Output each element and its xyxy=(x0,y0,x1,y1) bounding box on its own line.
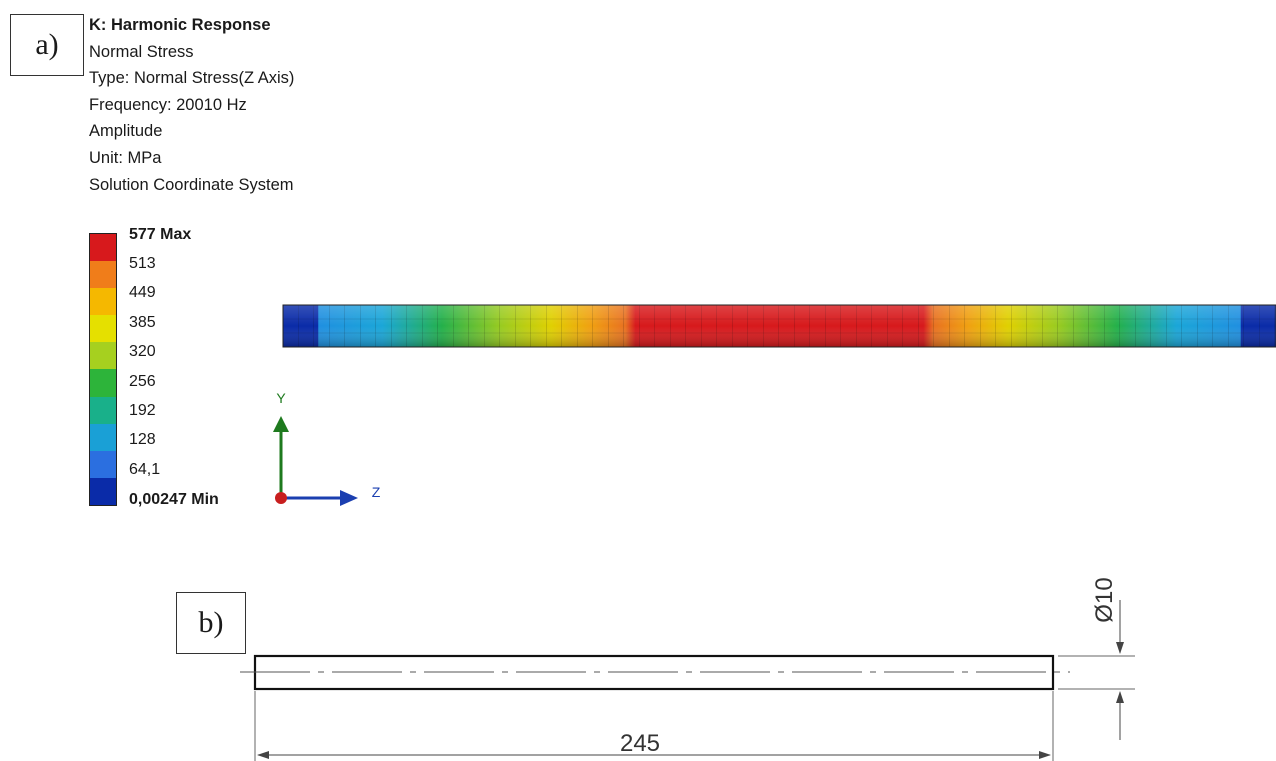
result-info-line: Solution Coordinate System xyxy=(89,175,294,194)
legend-color-swatch xyxy=(90,477,116,505)
legend-min-label: 0,00247 Min xyxy=(129,491,219,508)
panel-b-label: b) xyxy=(176,592,246,654)
y-axis-arrow xyxy=(273,416,289,432)
result-info: K: Harmonic Response Normal Stress Type:… xyxy=(89,12,294,198)
legend-tick-label: 192 xyxy=(129,402,156,419)
legend-tick-label: 513 xyxy=(129,255,156,272)
legend-tick-label: 64,1 xyxy=(129,461,161,478)
legend-color-bar xyxy=(89,233,117,506)
legend-tick-label: 385 xyxy=(129,314,156,331)
technical-drawing: 245 Ø10 xyxy=(240,577,1135,761)
legend-tick-label: 449 xyxy=(129,284,156,301)
result-info-line: Unit: MPa xyxy=(89,148,162,167)
legend-max-label: 577 Max xyxy=(129,226,192,243)
result-info-line: Type: Normal Stress(Z Axis) xyxy=(89,69,295,88)
legend-color-swatch xyxy=(90,450,116,478)
legend-tick-label: 256 xyxy=(129,373,156,390)
length-dimension-text: 245 xyxy=(620,730,660,757)
legend-tick-label: 320 xyxy=(129,343,156,360)
z-axis-label: Z xyxy=(372,484,381,500)
legend-color-swatch xyxy=(90,396,116,424)
result-info-line: Normal Stress xyxy=(89,42,194,61)
coordinate-triad: Y Z xyxy=(273,390,381,506)
legend-tick-label: 128 xyxy=(129,431,156,448)
legend-color-swatch xyxy=(90,423,116,451)
panel-a-label: a) xyxy=(10,14,84,76)
z-axis-arrow xyxy=(340,490,358,506)
result-info-line: Frequency: 20010 Hz xyxy=(89,95,247,114)
diameter-dimension-text: Ø10 xyxy=(1091,577,1118,622)
origin-point xyxy=(275,492,287,504)
legend-color-swatch xyxy=(90,261,116,289)
legend-color-swatch xyxy=(90,288,116,316)
legend-color-swatch xyxy=(90,234,116,262)
result-info-line: Amplitude xyxy=(89,122,163,141)
legend-color-swatch xyxy=(90,315,116,343)
legend-color-swatch xyxy=(90,369,116,397)
result-title: K: Harmonic Response xyxy=(89,16,271,34)
y-axis-label: Y xyxy=(276,390,286,406)
legend-color-swatch xyxy=(90,342,116,370)
fe-beam-model xyxy=(282,304,1276,348)
